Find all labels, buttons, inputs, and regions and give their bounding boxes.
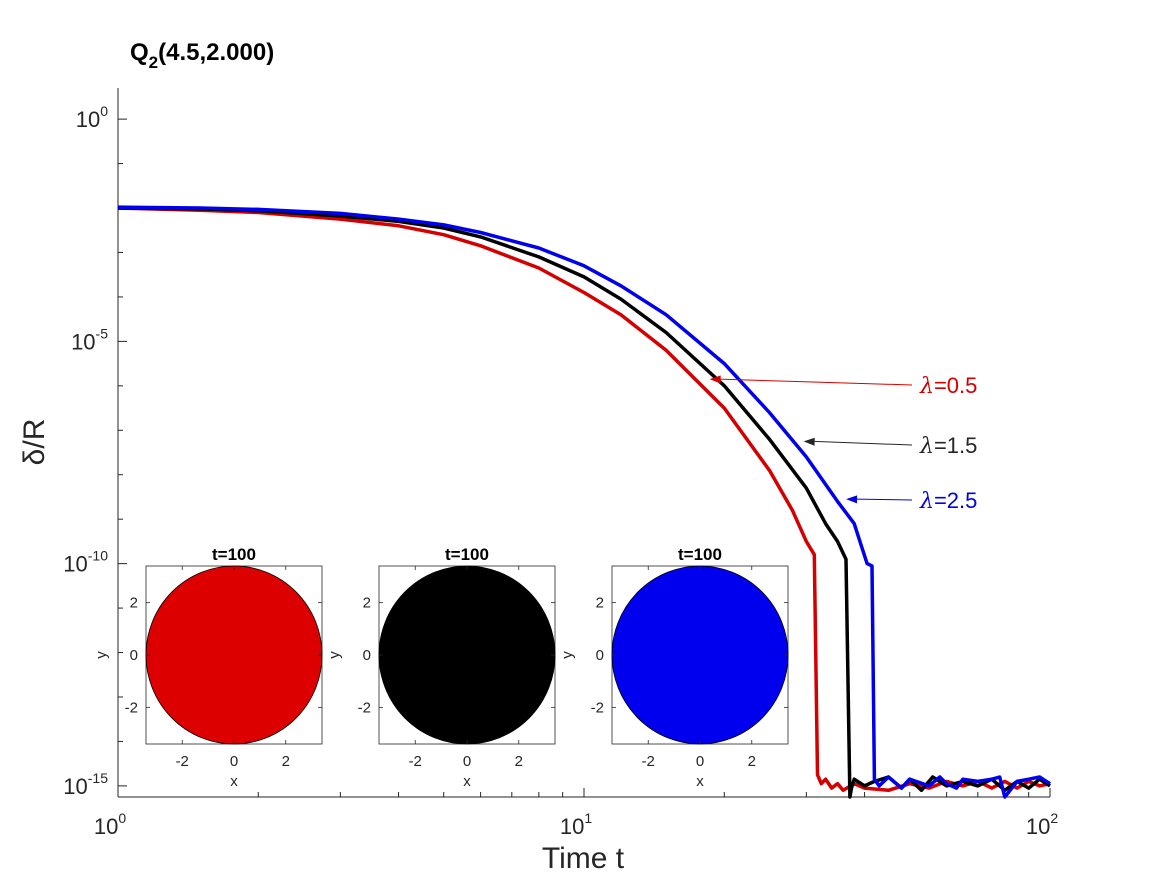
inset-x-tick-label: -2 [642, 753, 655, 770]
y-tick-label: 10-15 [63, 770, 108, 799]
y-axis-label: δ/R [18, 419, 51, 466]
series-line [117, 205, 1051, 799]
tick-marks [117, 118, 1051, 797]
inset-x-tick-label: 0 [463, 753, 471, 770]
y-tick-label: 10-5 [71, 325, 108, 354]
inset-x-tick-label: 2 [748, 753, 756, 770]
inset-y-tick-label: 0 [130, 647, 138, 664]
annotation-arrow-head [803, 437, 815, 446]
chart-title: Q2(4.5,2.000) [130, 39, 274, 72]
inset-y-tick-label: 2 [130, 595, 138, 612]
inset-x-tick-label: 2 [282, 753, 290, 770]
inset-y-tick-label: 0 [363, 647, 371, 664]
inset-x-tick-label: 0 [230, 753, 238, 770]
annotation-arrow-line [813, 440, 913, 446]
inset-y-label: y [559, 651, 576, 659]
x-tick-label: 101 [560, 810, 592, 839]
tick-labels: 100 10-5 10-10 10-15 100 101 102 [63, 103, 1058, 839]
inset-y-tick-label: -2 [358, 699, 371, 716]
annotations: λ=0.5 λ=1.5 λ=2.5 [709, 373, 977, 514]
x-tick-label: 102 [1026, 810, 1058, 839]
y-tick-label: 100 [76, 103, 108, 132]
y-tick-label: 10-10 [63, 548, 108, 577]
x-axis-label: Time t [542, 842, 625, 875]
annotation-arrow-line [719, 378, 913, 386]
inset-y-label: y [93, 651, 110, 659]
inset-y-label: y [326, 651, 343, 659]
inset-plots: t=100 -2 0 2 2 0 -2 x y t=100 -2 0 2 2 0 -2 x y t=100 -2 0 2 2… [93, 545, 789, 790]
x-tick-label: 100 [94, 810, 126, 839]
annotation-label: λ=2.5 [919, 488, 977, 514]
inset-y-tick-label: -2 [591, 699, 604, 716]
inset-title: t=100 [678, 545, 722, 564]
inset-x-tick-label: 0 [696, 753, 704, 770]
inset-disc [611, 565, 789, 745]
inset-disc [378, 565, 556, 745]
inset-3: t=100 -2 0 2 2 0 -2 x y [559, 545, 789, 790]
inset-x-tick-label: -2 [176, 753, 189, 770]
inset-y-tick-label: 0 [596, 647, 604, 664]
inset-x-tick-label: 2 [515, 753, 523, 770]
inset-y-tick-label: 2 [363, 595, 371, 612]
inset-disc [145, 565, 323, 745]
inset-x-label: x [463, 773, 471, 790]
inset-x-label: x [230, 773, 238, 790]
inset-title: t=100 [445, 545, 489, 564]
annotation-label: λ=1.5 [919, 433, 977, 459]
annotation-arrow-line [856, 498, 913, 501]
annotation-arrow-head [709, 375, 721, 384]
inset-y-tick-label: -2 [125, 699, 138, 716]
inset-1: t=100 -2 0 2 2 0 -2 x y [93, 545, 323, 790]
series-line [117, 206, 1051, 799]
series-lines [117, 205, 1051, 799]
annotation-arrow-head [846, 495, 858, 504]
inset-title: t=100 [212, 545, 256, 564]
inset-y-tick-label: 2 [596, 595, 604, 612]
inset-2: t=100 -2 0 2 2 0 -2 x y [326, 545, 556, 790]
inset-x-label: x [696, 773, 704, 790]
inset-x-tick-label: -2 [409, 753, 422, 770]
annotation-label: λ=0.5 [919, 373, 977, 399]
